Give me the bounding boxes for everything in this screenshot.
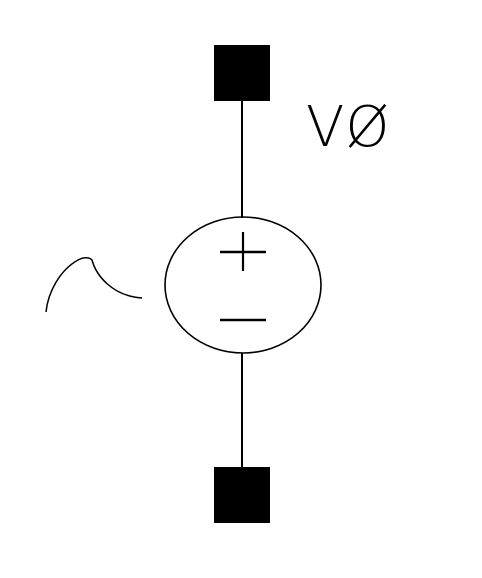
sine-wave-icon [45, 256, 143, 313]
bottom-pin-terminal[interactable] [214, 467, 270, 523]
component-label: VØ [306, 95, 391, 160]
top-pin-terminal[interactable] [214, 45, 270, 101]
plus-sign-icon [220, 232, 266, 271]
